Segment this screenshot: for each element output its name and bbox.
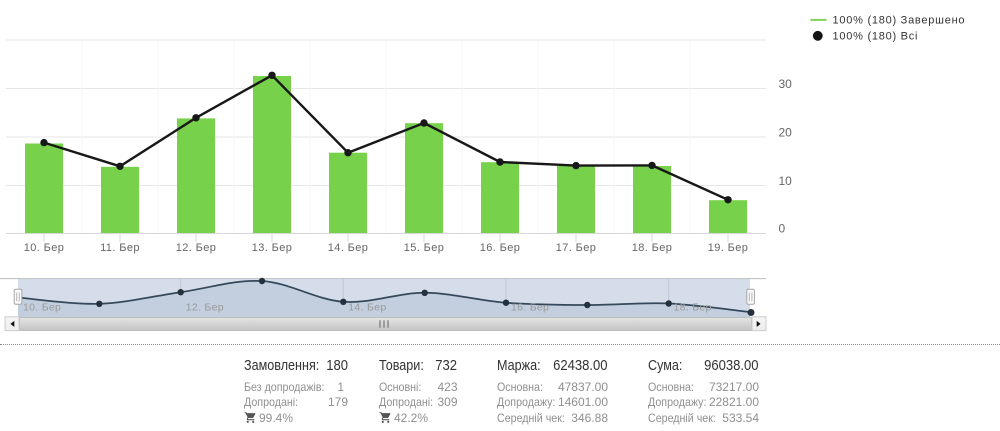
svg-text:16. Бер: 16. Бер xyxy=(511,302,549,314)
svg-text:20: 20 xyxy=(779,126,793,140)
svg-text:100% (180) Завершено: 100% (180) Завершено xyxy=(833,14,966,26)
svg-text:15. Бер: 15. Бер xyxy=(404,242,445,254)
svg-text:10. Бер: 10. Бер xyxy=(24,242,65,254)
svg-text:18. Бер: 18. Бер xyxy=(674,302,712,314)
svg-text:11. Бер: 11. Бер xyxy=(100,242,140,254)
svg-text:13. Бер: 13. Бер xyxy=(252,242,293,254)
svg-text:0: 0 xyxy=(779,222,786,236)
svg-text:18. Бер: 18. Бер xyxy=(632,242,673,254)
svg-text:10. Бер: 10. Бер xyxy=(23,302,61,314)
svg-text:12. Бер: 12. Бер xyxy=(176,242,217,254)
svg-text:12. Бер: 12. Бер xyxy=(186,302,224,314)
svg-text:16. Бер: 16. Бер xyxy=(480,242,521,254)
svg-text:10: 10 xyxy=(779,174,793,188)
svg-text:17. Бер: 17. Бер xyxy=(556,242,597,254)
svg-text:14. Бер: 14. Бер xyxy=(328,242,369,254)
svg-text:14. Бер: 14. Бер xyxy=(348,302,386,314)
svg-text:30: 30 xyxy=(779,77,793,91)
svg-text:19. Бер: 19. Бер xyxy=(708,242,749,254)
svg-text:100% (180) Всі: 100% (180) Всі xyxy=(833,30,919,42)
